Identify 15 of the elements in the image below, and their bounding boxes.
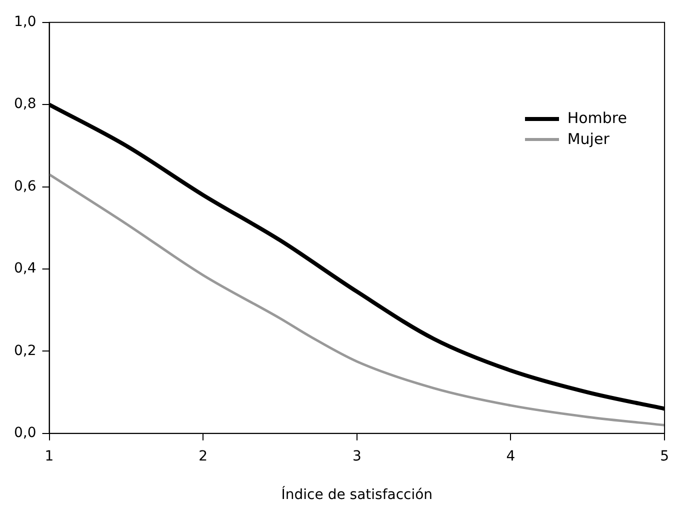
legend-label: Mujer	[567, 129, 610, 150]
y-tick-label: 0,4	[14, 260, 36, 277]
y-tick-label: 0,2	[14, 342, 36, 359]
x-tick-label: 1	[44, 448, 54, 464]
line-series	[49, 173, 665, 426]
y-tick-label: 1,0	[14, 14, 36, 30]
x-axis-title: Índice de satisfacción	[281, 486, 433, 504]
y-tick-label: 0,8	[14, 96, 36, 112]
y-tick-label: 0,6	[14, 178, 36, 194]
y-tick-label: 0,0	[14, 425, 36, 442]
legend-label: Hombre	[567, 108, 627, 129]
x-tick-label: 2	[198, 448, 208, 464]
x-tick-label: 4	[506, 448, 516, 464]
x-tick-label: 5	[660, 448, 670, 464]
x-tick-label: 3	[352, 448, 362, 464]
